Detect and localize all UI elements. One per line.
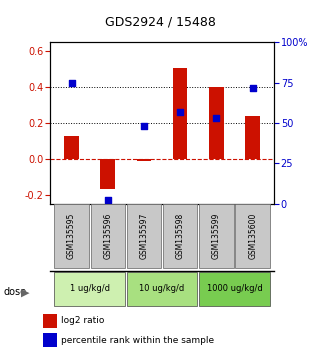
Bar [209, 87, 224, 159]
Text: GSM135599: GSM135599 [212, 213, 221, 259]
FancyBboxPatch shape [54, 272, 125, 307]
FancyBboxPatch shape [199, 272, 270, 307]
Point [69, 80, 74, 86]
FancyBboxPatch shape [236, 204, 270, 268]
Bar [137, 159, 151, 161]
Bar [43, 333, 56, 347]
Point [214, 115, 219, 121]
FancyBboxPatch shape [127, 272, 197, 307]
Text: 10 ug/kg/d: 10 ug/kg/d [140, 284, 185, 293]
Bar [100, 159, 115, 189]
Text: percentile rank within the sample: percentile rank within the sample [61, 336, 214, 345]
Text: GSM135600: GSM135600 [248, 213, 257, 259]
Text: ▶: ▶ [21, 288, 29, 298]
FancyBboxPatch shape [54, 204, 89, 268]
FancyBboxPatch shape [199, 204, 234, 268]
Text: 1000 ug/kg/d: 1000 ug/kg/d [207, 284, 263, 293]
Bar [246, 116, 260, 159]
Bar [43, 314, 56, 328]
Point [178, 109, 183, 115]
Text: dose: dose [3, 287, 26, 297]
Text: 1 ug/kg/d: 1 ug/kg/d [70, 284, 109, 293]
Text: GSM135598: GSM135598 [176, 213, 185, 259]
Text: GSM135597: GSM135597 [140, 213, 149, 259]
Text: GDS2924 / 15488: GDS2924 / 15488 [105, 16, 216, 29]
Text: log2 ratio: log2 ratio [61, 316, 105, 325]
FancyBboxPatch shape [91, 204, 125, 268]
Point [105, 198, 110, 203]
Text: GSM135595: GSM135595 [67, 213, 76, 259]
FancyBboxPatch shape [163, 204, 197, 268]
Bar [173, 68, 187, 159]
Text: GSM135596: GSM135596 [103, 213, 112, 259]
Point [250, 85, 255, 90]
Bar [64, 136, 79, 159]
FancyBboxPatch shape [127, 204, 161, 268]
Point [142, 124, 147, 129]
